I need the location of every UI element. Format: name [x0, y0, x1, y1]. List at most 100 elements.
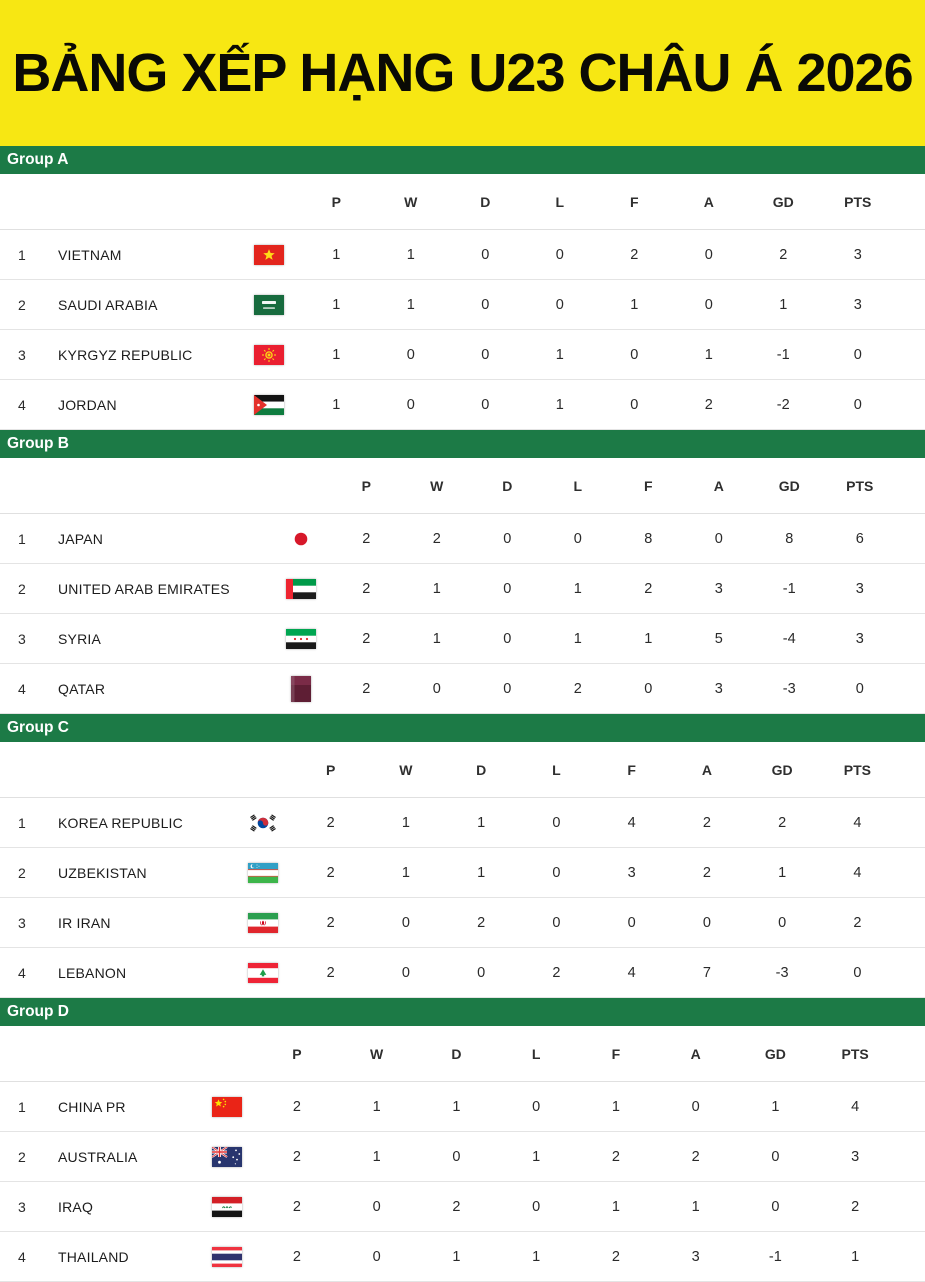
group-b-section: Group B P W D L F A GD PTS 1 JAPAN 2 2 0… [0, 430, 925, 714]
stat-d: 2 [452, 1198, 461, 1215]
stat-w: 0 [406, 346, 415, 363]
rank: 3 [18, 914, 26, 931]
group-c-section: Group C P W D L F A GD PTS 1 KOREA REPUB… [0, 714, 925, 998]
stat-w: 2 [432, 530, 441, 547]
team-name: CHINA PR [58, 1098, 126, 1115]
column-header-gd: GD [771, 761, 793, 778]
rank: 3 [18, 1198, 26, 1215]
page-title: BẢNG XẾP HẠNG U23 CHÂU Á 2026 [12, 43, 913, 103]
stat-d: 0 [481, 296, 490, 313]
stat-d: 0 [503, 630, 512, 647]
stat-a: 5 [714, 630, 723, 647]
iran-flag-icon [233, 912, 293, 933]
stat-p: 2 [362, 680, 371, 697]
table-row: 4 LEBANON 2 0 0 2 4 7 -3 0 [0, 948, 925, 998]
column-header-f: F [611, 1045, 621, 1062]
stat-d: 1 [452, 1248, 461, 1265]
rank: 3 [18, 630, 26, 647]
team-name: KOREA REPUBLIC [58, 814, 183, 831]
stat-a: 1 [704, 346, 713, 363]
team-name: UZBEKISTAN [58, 864, 147, 881]
stat-p: 1 [332, 396, 341, 413]
stat-f: 1 [644, 630, 653, 647]
lebanon-flag-icon [233, 962, 293, 983]
stat-l: 0 [573, 530, 582, 547]
stat-l: 0 [552, 914, 561, 931]
stat-a: 2 [691, 1148, 700, 1165]
stat-w: 1 [432, 630, 441, 647]
stat-gd: 0 [778, 914, 787, 931]
stat-gd: -3 [782, 680, 796, 697]
stat-d: 1 [477, 864, 486, 881]
table-row: 3 IR IRAN 2 0 2 0 0 0 0 2 [0, 898, 925, 948]
stat-a: 0 [691, 1098, 700, 1115]
stat-d: 0 [503, 580, 512, 597]
stat-p: 1 [332, 346, 341, 363]
stat-l: 1 [573, 630, 582, 647]
stat-gd: -1 [768, 1248, 782, 1265]
stat-l: 1 [555, 346, 564, 363]
stat-a: 0 [714, 530, 723, 547]
stat-l: 0 [532, 1098, 541, 1115]
group-a-section: Group A P W D L F A GD PTS 1 VIETNAM 1 1… [0, 146, 925, 430]
stat-gd: -3 [775, 964, 789, 981]
stat-f: 3 [627, 864, 636, 881]
jordan-flag-icon [239, 394, 299, 415]
rank: 1 [18, 246, 26, 263]
stat-gd: -1 [776, 346, 790, 363]
stat-w: 1 [372, 1098, 381, 1115]
rank: 1 [18, 1098, 26, 1115]
column-header-row: P W D L F A GD PTS [0, 174, 925, 230]
stat-pts: 3 [855, 630, 864, 647]
stat-gd: 0 [771, 1198, 780, 1215]
stat-l: 0 [555, 246, 564, 263]
stat-l: 0 [555, 296, 564, 313]
stat-pts: 4 [853, 814, 862, 831]
column-header-p: P [325, 761, 336, 778]
stat-f: 4 [627, 814, 636, 831]
team-name: THAILAND [58, 1248, 129, 1265]
stat-w: 1 [372, 1148, 381, 1165]
stat-d: 0 [481, 246, 490, 263]
rank: 4 [18, 680, 26, 697]
column-header-f: F [643, 477, 653, 494]
table-row: 1 VIETNAM 1 1 0 0 2 0 2 3 [0, 230, 925, 280]
column-header-pts: PTS [843, 761, 871, 778]
stat-gd: -1 [782, 580, 796, 597]
stat-a: 2 [702, 814, 711, 831]
stat-gd: 1 [771, 1098, 780, 1115]
team-name: LEBANON [58, 964, 127, 981]
group-name: Group B [7, 435, 69, 452]
stat-pts: 2 [853, 914, 862, 931]
table-row: 1 KOREA REPUBLIC 2 1 1 0 4 2 2 4 [0, 798, 925, 848]
column-header-w: W [370, 1045, 384, 1062]
table-row: 2 SAUDI ARABIA 1 1 0 0 1 0 1 3 [0, 280, 925, 330]
stat-w: 0 [401, 914, 410, 931]
syria-flag-icon [271, 628, 331, 649]
group-d-header: Group D [0, 998, 925, 1026]
stat-l: 1 [532, 1148, 541, 1165]
rank: 4 [18, 1248, 26, 1265]
stat-w: 1 [406, 296, 415, 313]
team-name: QATAR [58, 680, 106, 697]
table-row: 2 UNITED ARAB EMIRATES 2 1 0 1 2 3 -1 3 [0, 564, 925, 614]
stat-w: 0 [406, 396, 415, 413]
team-name: KYRGYZ REPUBLIC [58, 346, 193, 363]
stat-d: 2 [477, 914, 486, 931]
column-header-row: P W D L F A GD PTS [0, 742, 925, 798]
stat-gd: -2 [776, 396, 790, 413]
column-header-w: W [404, 193, 418, 210]
stat-f: 1 [611, 1198, 620, 1215]
rank: 4 [18, 396, 26, 413]
title-banner: BẢNG XẾP HẠNG U23 CHÂU Á 2026 [0, 0, 925, 146]
stat-gd: 0 [771, 1148, 780, 1165]
column-header-l: L [531, 1045, 541, 1062]
column-header-pts: PTS [841, 1045, 869, 1062]
stat-a: 0 [704, 246, 713, 263]
stat-p: 2 [362, 580, 371, 597]
stat-d: 0 [481, 396, 490, 413]
column-header-row: P W D L F A GD PTS [0, 1026, 925, 1082]
stat-p: 2 [292, 1198, 301, 1215]
stat-f: 1 [611, 1098, 620, 1115]
